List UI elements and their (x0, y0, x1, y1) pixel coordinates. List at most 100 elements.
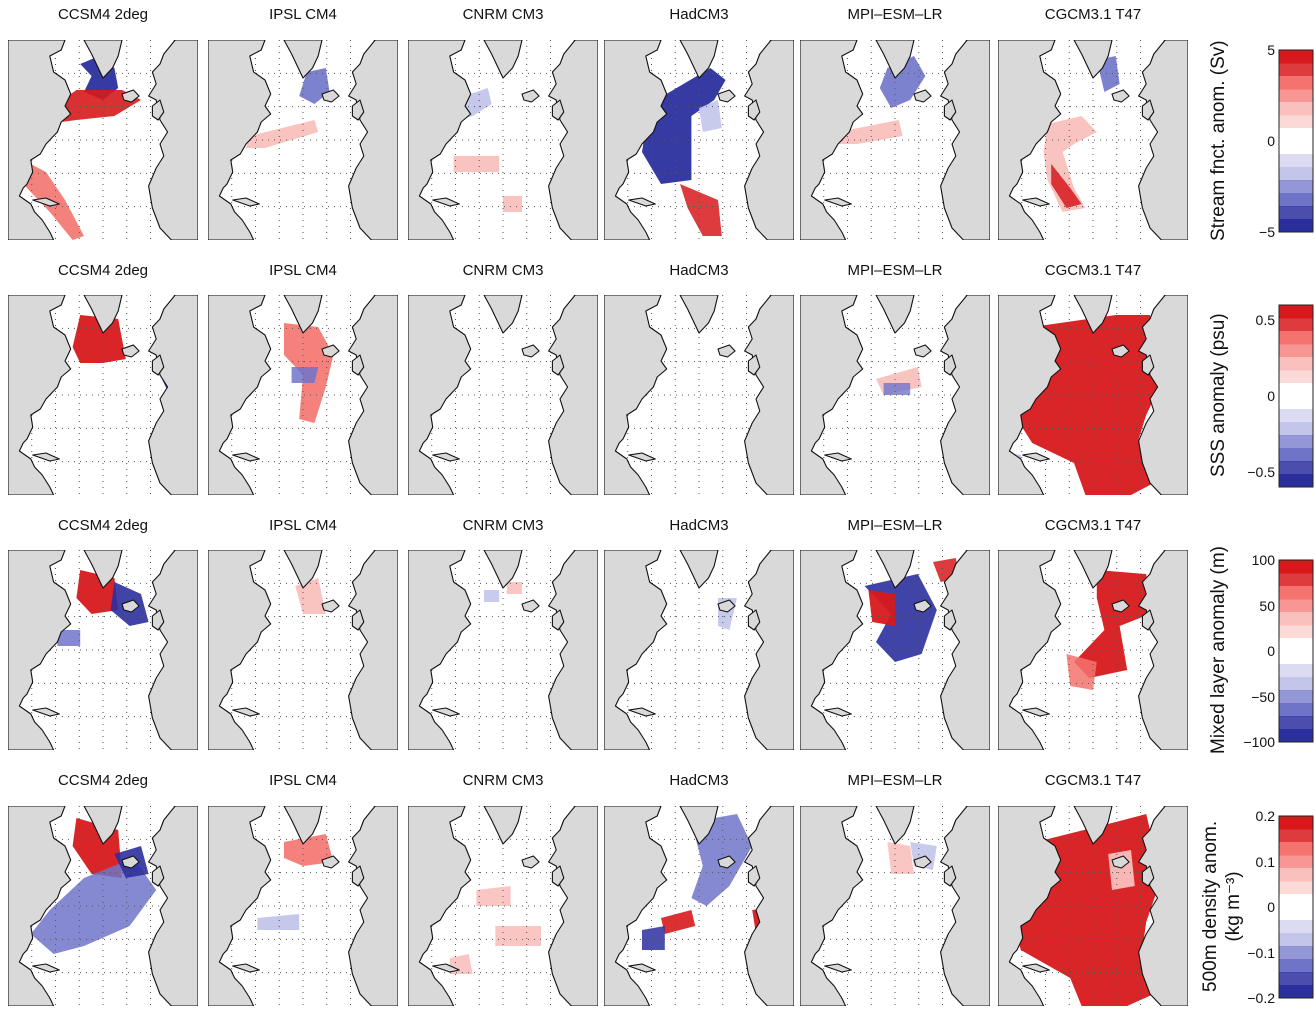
europe-africa-land (744, 40, 794, 240)
iceland-land (717, 344, 736, 358)
europe-africa-land (1138, 806, 1188, 1006)
panel-title: IPSL CM4 (269, 517, 337, 534)
europe-africa-land (940, 295, 990, 495)
colorbar-step (1279, 128, 1313, 142)
colorbar-tick-label: 0 (1267, 133, 1275, 149)
north-america-land (208, 295, 272, 495)
panel-title: CGCM3.1 T47 (1044, 262, 1142, 279)
iceland-land (1111, 855, 1130, 869)
colorbar-step (1279, 154, 1313, 168)
europe-africa-land (148, 295, 198, 495)
anomaly-patch (506, 582, 522, 594)
colorbar-frame (1278, 559, 1314, 743)
colorbar-step (1279, 703, 1313, 717)
colorbar-stream (1278, 49, 1314, 233)
cuba-land (1022, 197, 1050, 207)
cuba-land (628, 197, 656, 207)
north-america-land (800, 806, 864, 1006)
map-panel (604, 550, 794, 750)
map-panel (408, 295, 598, 495)
cuba-land (432, 197, 460, 207)
row-mld (8, 550, 1188, 750)
british-isles-land (551, 354, 565, 376)
europe-africa-land (148, 40, 198, 240)
iceland-land (121, 855, 140, 869)
cuba-land (32, 197, 60, 207)
cuba-land (232, 707, 260, 717)
map-panel (408, 550, 598, 750)
colorbar-tick-label: 0 (1267, 643, 1275, 659)
europe-africa-land (940, 550, 990, 750)
panel-title: MPI–ESM–LR (847, 517, 943, 534)
north-america-land (8, 295, 72, 495)
colorbar-step (1279, 115, 1313, 129)
colorbar-tick-label: −0.1 (1247, 944, 1275, 961)
panel-title: MPI–ESM–LR (847, 772, 943, 789)
british-isles-land (747, 99, 761, 121)
map-panel (998, 806, 1188, 1006)
colorbar-label-line1: 500m density anom. (1200, 820, 1221, 992)
anomaly-patch (1108, 850, 1135, 890)
colorbar-tick-label: 50 (1259, 597, 1275, 614)
panel-title: CGCM3.1 T47 (1044, 517, 1142, 534)
iceland-land (1111, 344, 1130, 358)
cuba-land (628, 452, 656, 462)
british-isles-land (351, 354, 365, 376)
map-panel (800, 550, 990, 750)
iceland-land (1111, 599, 1130, 613)
cuba-land (1022, 963, 1050, 973)
greenland-land (83, 40, 123, 79)
colorbar-tick-label: −0.5 (1247, 463, 1275, 480)
greenland-land (483, 40, 523, 79)
colorbar-step (1279, 89, 1313, 103)
colorbar-step (1279, 920, 1313, 934)
anomaly-patch (495, 926, 541, 946)
europe-africa-land (1138, 40, 1188, 240)
colorbar-sss (1278, 304, 1314, 488)
colorbar-label: Mixed layer anomaly (m) (1208, 546, 1230, 754)
british-isles-land (151, 354, 165, 376)
colorbar-step (1279, 318, 1313, 332)
colorbar-step (1279, 435, 1313, 449)
british-isles-land (151, 609, 165, 631)
map-panel (208, 806, 398, 1006)
colorbar-step (1279, 690, 1313, 704)
europe-africa-land (744, 806, 794, 1006)
cuba-land (1022, 452, 1050, 462)
anomaly-patch (476, 886, 511, 906)
colorbar-step (1279, 219, 1313, 233)
colorbar-tick-label: −50 (1251, 688, 1275, 705)
colorbar-step (1279, 625, 1313, 639)
colorbar-step (1279, 180, 1313, 194)
iceland-land (521, 89, 540, 103)
europe-africa-land (1138, 550, 1188, 750)
panel-title: CCSM4 2deg (57, 772, 149, 789)
iceland-land (321, 344, 340, 358)
greenland-land (483, 806, 523, 845)
colorbar-step (1279, 422, 1313, 436)
greenland-land (875, 40, 915, 79)
british-isles-land (351, 609, 365, 631)
iceland-land (521, 344, 540, 358)
cuba-land (432, 452, 460, 462)
colorbar-step (1279, 972, 1313, 986)
british-isles-land (943, 354, 957, 376)
colorbar-step (1279, 855, 1313, 869)
north-america-land (604, 806, 668, 1006)
iceland-land (321, 599, 340, 613)
europe-africa-land (548, 295, 598, 495)
iceland-land (321, 855, 340, 869)
north-america-land (998, 295, 1062, 495)
colorbar-step (1279, 933, 1313, 947)
greenland-land (679, 40, 719, 79)
cuba-land (824, 197, 852, 207)
cuba-land (232, 963, 260, 973)
panel-title: HadCM3 (669, 262, 729, 279)
colorbar-step (1279, 63, 1313, 77)
panel-title: HadCM3 (669, 772, 729, 789)
europe-africa-land (348, 295, 398, 495)
colorbar-step (1279, 102, 1313, 116)
colorbar-label: SSS anomaly (psu) (1208, 313, 1230, 477)
panel-title: IPSL CM4 (269, 772, 337, 789)
